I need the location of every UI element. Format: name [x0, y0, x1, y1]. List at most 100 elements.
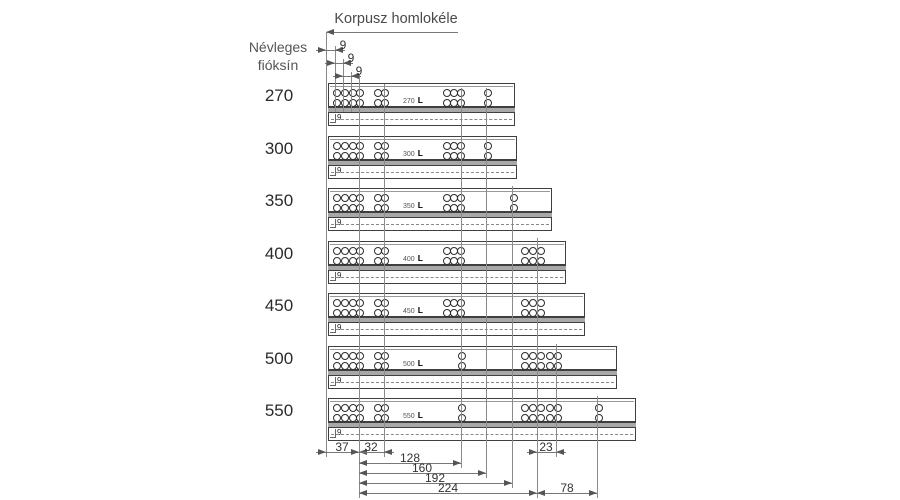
hole-icon [356, 99, 364, 107]
slide-lower-rail: 9 [328, 322, 585, 336]
dim-arrow-icon [556, 449, 564, 455]
hole-icon [537, 352, 545, 360]
hole-icon [341, 352, 349, 360]
ext-line-23 [556, 344, 557, 457]
hole-icon [521, 309, 529, 317]
hole-icon [529, 352, 537, 360]
rail-offset-mark: 9 [337, 113, 342, 122]
rail-dashed-line [331, 382, 614, 383]
dim-line-9c [333, 76, 361, 77]
hole-icon [595, 404, 603, 412]
front-edge-line [326, 32, 327, 457]
hole-icon [537, 247, 545, 255]
ext-line-32 [384, 84, 385, 457]
dim-line-37 [316, 452, 369, 453]
hole-column [537, 404, 545, 424]
hole-icon [333, 152, 341, 160]
dim-arrow-icon [318, 449, 326, 455]
row-label-270: 270 [264, 86, 294, 105]
slide-size-suffix: L [417, 358, 423, 368]
hole-icon [333, 204, 341, 212]
hole-column [333, 352, 341, 372]
slide-size-code: 450 [403, 308, 415, 315]
hole-column [356, 194, 364, 214]
hole-column [381, 142, 389, 162]
rail-step [330, 429, 336, 438]
hole-icon [521, 414, 529, 422]
hole-column [333, 194, 341, 214]
dim-label-78: 78 [560, 481, 574, 495]
dim-arrow-icon [351, 73, 359, 79]
rail-step [330, 324, 336, 333]
hole-icon [381, 142, 389, 150]
hole-icon [381, 257, 389, 265]
ext-line-37 [359, 74, 360, 498]
slide-size-code: 270 [403, 98, 415, 105]
hole-icon [333, 142, 341, 150]
hole-icon [521, 257, 529, 265]
slide-lower-rail: 9 [328, 427, 636, 441]
dim-label-37: 37 [335, 440, 349, 454]
hole-icon [381, 152, 389, 160]
hole-icon [546, 352, 554, 360]
rail-step [330, 114, 336, 123]
carcass-front-edge-title: Korpusz homlokéle [334, 11, 458, 27]
hole-column [381, 404, 389, 424]
hole-icon [341, 204, 349, 212]
hole-icon [333, 309, 341, 317]
rail-offset-mark: 9 [337, 376, 342, 385]
hole-column [521, 352, 529, 372]
hole-column [484, 89, 492, 109]
hole-column [356, 352, 364, 372]
hole-icon [484, 89, 492, 97]
hole-icon [356, 142, 364, 150]
hole-icon [333, 89, 341, 97]
hole-column [341, 352, 349, 372]
hole-icon [333, 194, 341, 202]
hole-column [356, 142, 364, 162]
mounting-holes [329, 299, 584, 317]
hole-icon [333, 247, 341, 255]
dim-label-9a: 9 [339, 38, 347, 52]
hole-icon [554, 414, 562, 422]
hole-icon [356, 257, 364, 265]
hole-icon [341, 89, 349, 97]
ext-line-9c [351, 72, 352, 112]
nominal-slide-label-line1: Névleges [248, 39, 308, 55]
mounting-holes [329, 194, 551, 212]
hole-column [341, 142, 349, 162]
dim-line-9a [316, 50, 345, 51]
dim-label-192: 192 [424, 471, 446, 485]
hole-column [521, 404, 529, 424]
hole-column [356, 247, 364, 267]
slide-size-code: 500 [403, 361, 415, 368]
hole-icon [537, 404, 545, 412]
hole-icon [554, 352, 562, 360]
hole-icon [356, 352, 364, 360]
slide-top-edge [330, 86, 513, 87]
slide-drawing-500: 500 L 9 [328, 346, 617, 390]
dim-label-9c: 9 [355, 64, 363, 78]
hole-icon [595, 414, 603, 422]
hole-icon [356, 247, 364, 255]
rail-dashed-line [331, 224, 549, 225]
rail-step [330, 272, 336, 281]
hole-column [458, 352, 466, 372]
slide-size-code: 300 [403, 151, 415, 158]
ext-line-224 [537, 238, 538, 498]
slide-size-label: 300 L [403, 148, 423, 158]
hole-column [529, 247, 537, 267]
dim-arrow-icon [529, 449, 537, 455]
hole-icon [529, 257, 537, 265]
hole-column [356, 89, 364, 109]
dim-arrow-icon [318, 47, 326, 53]
dim-label-224: 224 [437, 481, 459, 495]
slide-size-label: 450 L [403, 305, 423, 315]
slide-size-suffix: L [417, 95, 423, 105]
dim-arrow-icon [359, 470, 367, 476]
rail-offset-mark: 9 [337, 218, 342, 227]
slide-top-edge [330, 191, 550, 192]
hole-column [484, 142, 492, 162]
hole-icon [546, 362, 554, 370]
hole-column [510, 194, 518, 214]
